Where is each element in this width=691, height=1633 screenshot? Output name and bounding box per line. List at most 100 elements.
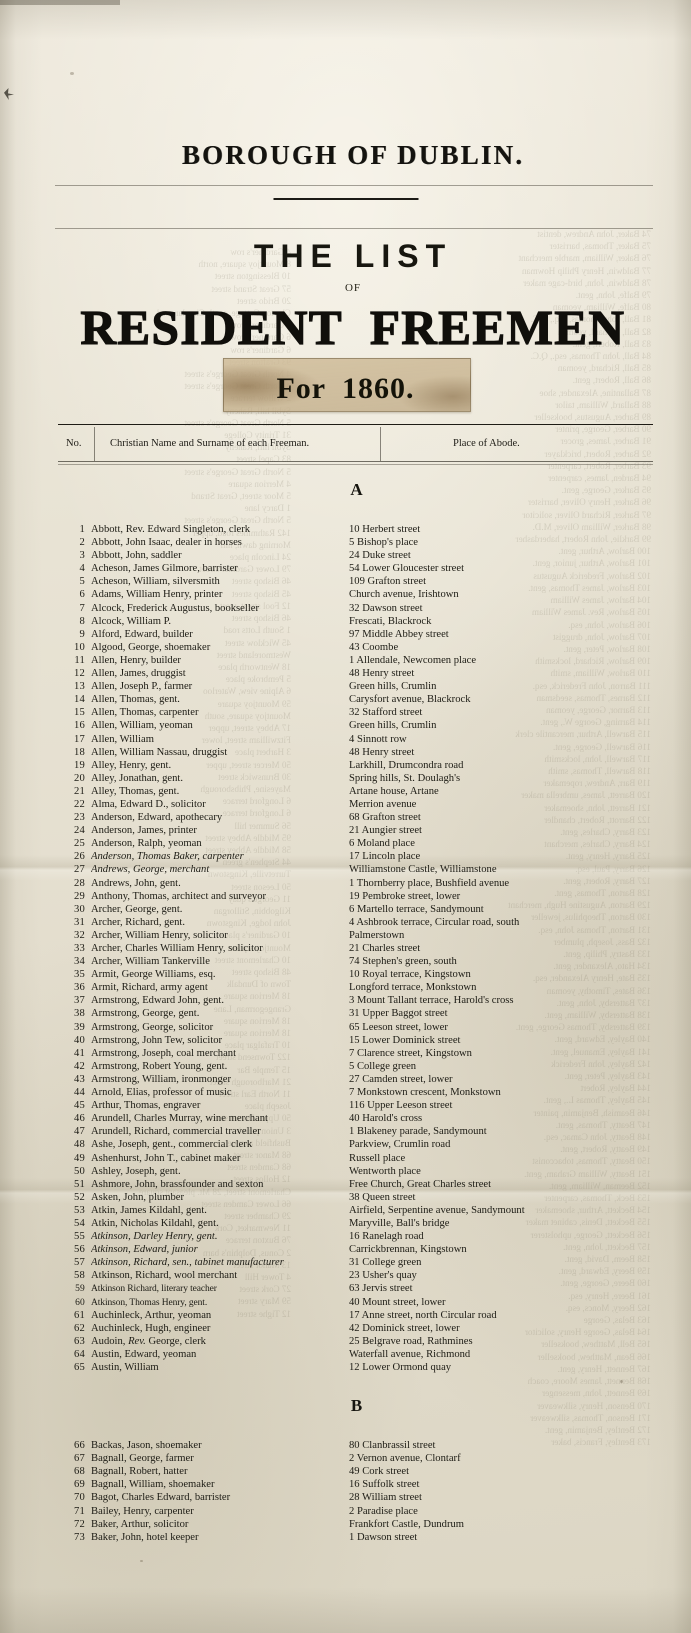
entry-name: Archer, William Tankerville <box>91 956 210 968</box>
entry-abode: Carrickbrennan, Kingstown <box>349 1244 467 1256</box>
entry-name: Allen, Thomas, carpenter <box>91 707 199 719</box>
entry-abode: 17 Lincoln place <box>349 851 421 863</box>
entry-name: Abbott, John, saddler <box>91 550 182 562</box>
entry-abode: 19 Pembroke street, lower <box>349 890 461 902</box>
entry-name: Anderson, James, printer <box>91 825 197 837</box>
entry-name: Andrews, George, merchant <box>91 864 210 876</box>
entry-name: Ashenhurst, John T., cabinet maker <box>91 1152 241 1164</box>
table-row: 16 Allen, William, yeoman Green hills, Cru… <box>63 719 651 732</box>
entry-abode: 1 Dawson street <box>349 1531 418 1543</box>
entry-name: Acheson, William, silversmith <box>91 576 220 588</box>
entry-abode: 31 Upper Baggot street <box>349 1008 448 1020</box>
table-row: 4 Acheson, James Gilmore, barrister 54 Low… <box>63 562 651 575</box>
entry-name: Austin, Edward, yeoman <box>91 1348 197 1360</box>
column-header-abode: Place of Abode. <box>453 438 520 449</box>
table-row: 57 Atkinson, Richard, sen., tabinet manuf… <box>63 1256 651 1269</box>
entry-number: 50 <box>74 1165 85 1177</box>
table-row: 34 Archer, William Tankerville 74 Stephen'… <box>63 955 651 968</box>
entry-name: Allen, William Nassau, druggist <box>91 746 228 758</box>
entry-number: 66 <box>74 1440 85 1452</box>
entry-name: Backas, Jason, shoemaker <box>91 1440 202 1452</box>
entry-number: 65 <box>74 1362 85 1373</box>
table-row: 29 Anthony, Thomas, architect and surveyo… <box>63 890 651 903</box>
table-row: 59 Atkinson Richard, literary teacher 63 J… <box>63 1282 651 1295</box>
entry-abode: Merrion avenue <box>349 798 417 810</box>
entry-number: 56 <box>74 1244 85 1256</box>
table-row: 45 Arthur, Thomas, engraver 116 Upper Lees… <box>63 1099 651 1112</box>
section-spacer <box>63 1416 651 1433</box>
table-row: 46 Arundell, Charles Murray, wine merchan… <box>63 1112 651 1125</box>
entry-abode: 42 Dominick street, lower <box>349 1322 460 1334</box>
masthead-rule-top <box>55 185 653 186</box>
entry-name: Atkin, James Kildahl, gent. <box>91 1204 207 1216</box>
table-row: 68 Bagnall, Robert, hatter 49 Cork street <box>63 1465 651 1478</box>
entry-abode: 15 Lower Dominick street <box>349 1034 461 1046</box>
entry-abode: Longford terrace, Monkstown <box>349 982 477 994</box>
entry-abode: 10 Royal terrace, Kingstown <box>349 969 471 981</box>
entry-name: Allen, Henry, builder <box>91 654 181 666</box>
entry-name: Allen, William <box>91 733 154 745</box>
table-row: 58 Atkinson, Richard, wool merchant 23 Ush… <box>63 1269 651 1282</box>
entry-name: Adams, William Henry, printer <box>91 589 223 601</box>
entry-abode: Free Church, Great Charles street <box>349 1178 492 1190</box>
entry-name: Armstrong, Robert Young, gent. <box>91 1060 228 1072</box>
masthead: BOROUGH OF DUBLIN. <box>60 140 646 171</box>
entry-number: 2 <box>79 537 85 549</box>
entry-abode: Airfield, Serpentine avenue, Sandymount <box>349 1204 525 1216</box>
entry-abode: 28 William street <box>349 1492 422 1504</box>
entry-abode: Carysfort avenue, Blackrock <box>349 694 471 706</box>
entry-name: Asken, John, plumber <box>91 1191 184 1203</box>
table-row: 22 Alma, Edward D., solicitor Merrion aven… <box>63 798 651 811</box>
entry-abode: Church avenue, Irishtown <box>349 589 459 601</box>
entry-number: 28 <box>74 877 85 889</box>
table-row: 43 Armstrong, William, ironmonger 27 Camde… <box>63 1073 651 1086</box>
table-row: 69 Bagnall, William, shoemaker 16 Suffolk … <box>63 1478 651 1491</box>
section-letter-heading: A <box>350 480 364 499</box>
masthead-rule-short <box>273 198 418 200</box>
entry-name: Anderson, Thomas Baker, carpenter <box>91 851 244 863</box>
page-title: BOROUGH OF DUBLIN. <box>181 140 525 170</box>
entry-name: Ashe, Joseph, gent., commercial clerk <box>91 1139 253 1151</box>
entry-abode: 43 Coombe <box>349 641 399 653</box>
entry-abode: 16 Ranelagh road <box>349 1231 424 1243</box>
entry-number: 63 <box>74 1335 85 1347</box>
entry-name: Andrews, John, gent. <box>91 877 181 889</box>
entry-abode: 1 Allendale, Newcomen place <box>349 654 477 666</box>
entry-name: Anderson, Ralph, yeoman <box>91 838 202 850</box>
entry-abode: 2 Paradise place <box>349 1505 418 1517</box>
entry-number: 4 <box>79 563 85 575</box>
entry-number: 68 <box>74 1466 85 1478</box>
entry-number: 18 <box>74 746 85 758</box>
entry-name: Atkinson, Thomas Henry, gent. <box>91 1297 208 1308</box>
table-row: 62 Auchinleck, Hugh, engineer 42 Dominick … <box>63 1322 651 1335</box>
entry-number: 71 <box>74 1505 85 1517</box>
table-row: 11 Allen, Henry, builder 1 Allendale, Newc… <box>63 654 651 667</box>
entry-name: Ashmore, John, brassfounder and sexton <box>91 1178 264 1190</box>
entry-name: Archer, Richard, gent. <box>91 916 185 928</box>
entry-number: 14 <box>74 694 85 706</box>
entry-name: Bagnall, George, farmer <box>91 1453 194 1465</box>
entry-name: Algood, George, shoemaker <box>91 641 211 653</box>
the-list-heading: THE LIST <box>253 238 453 274</box>
table-row: 8 Alcock, William P. Frescati, Blackrock <box>63 615 651 628</box>
entry-abode: 27 Camden street, lower <box>349 1073 453 1085</box>
entry-number: 42 <box>74 1060 85 1072</box>
entry-number: 23 <box>74 812 85 824</box>
table-row: 73 Baker, John, hotel keeper 1 Dawson stre… <box>63 1531 651 1544</box>
entry-number: 33 <box>74 943 85 954</box>
pin-hole-mark <box>4 88 14 100</box>
table-row: 71 Bailey, Henry, carpenter 2 Paradise pla… <box>63 1505 651 1518</box>
entry-abode: 68 Grafton street <box>349 812 421 824</box>
table-row: 44 Arnold, Elias, professor of music 7 Mon… <box>63 1086 651 1099</box>
entry-abode: Frankfort Castle, Dundrum <box>349 1518 465 1530</box>
entry-number: 30 <box>74 903 85 915</box>
table-row: 30 Archer, George, gent. 6 Martello terrac… <box>63 903 651 916</box>
entry-number: 54 <box>74 1217 85 1229</box>
entry-abode: 109 Grafton street <box>349 576 427 588</box>
entry-number: 48 <box>74 1139 85 1151</box>
entry-abode: 6 Martello terrace, Sandymount <box>349 903 484 915</box>
entry-name: Archer, George, gent. <box>91 903 183 915</box>
masthead-rule-bottom <box>55 228 653 229</box>
entry-number: 61 <box>74 1309 85 1321</box>
